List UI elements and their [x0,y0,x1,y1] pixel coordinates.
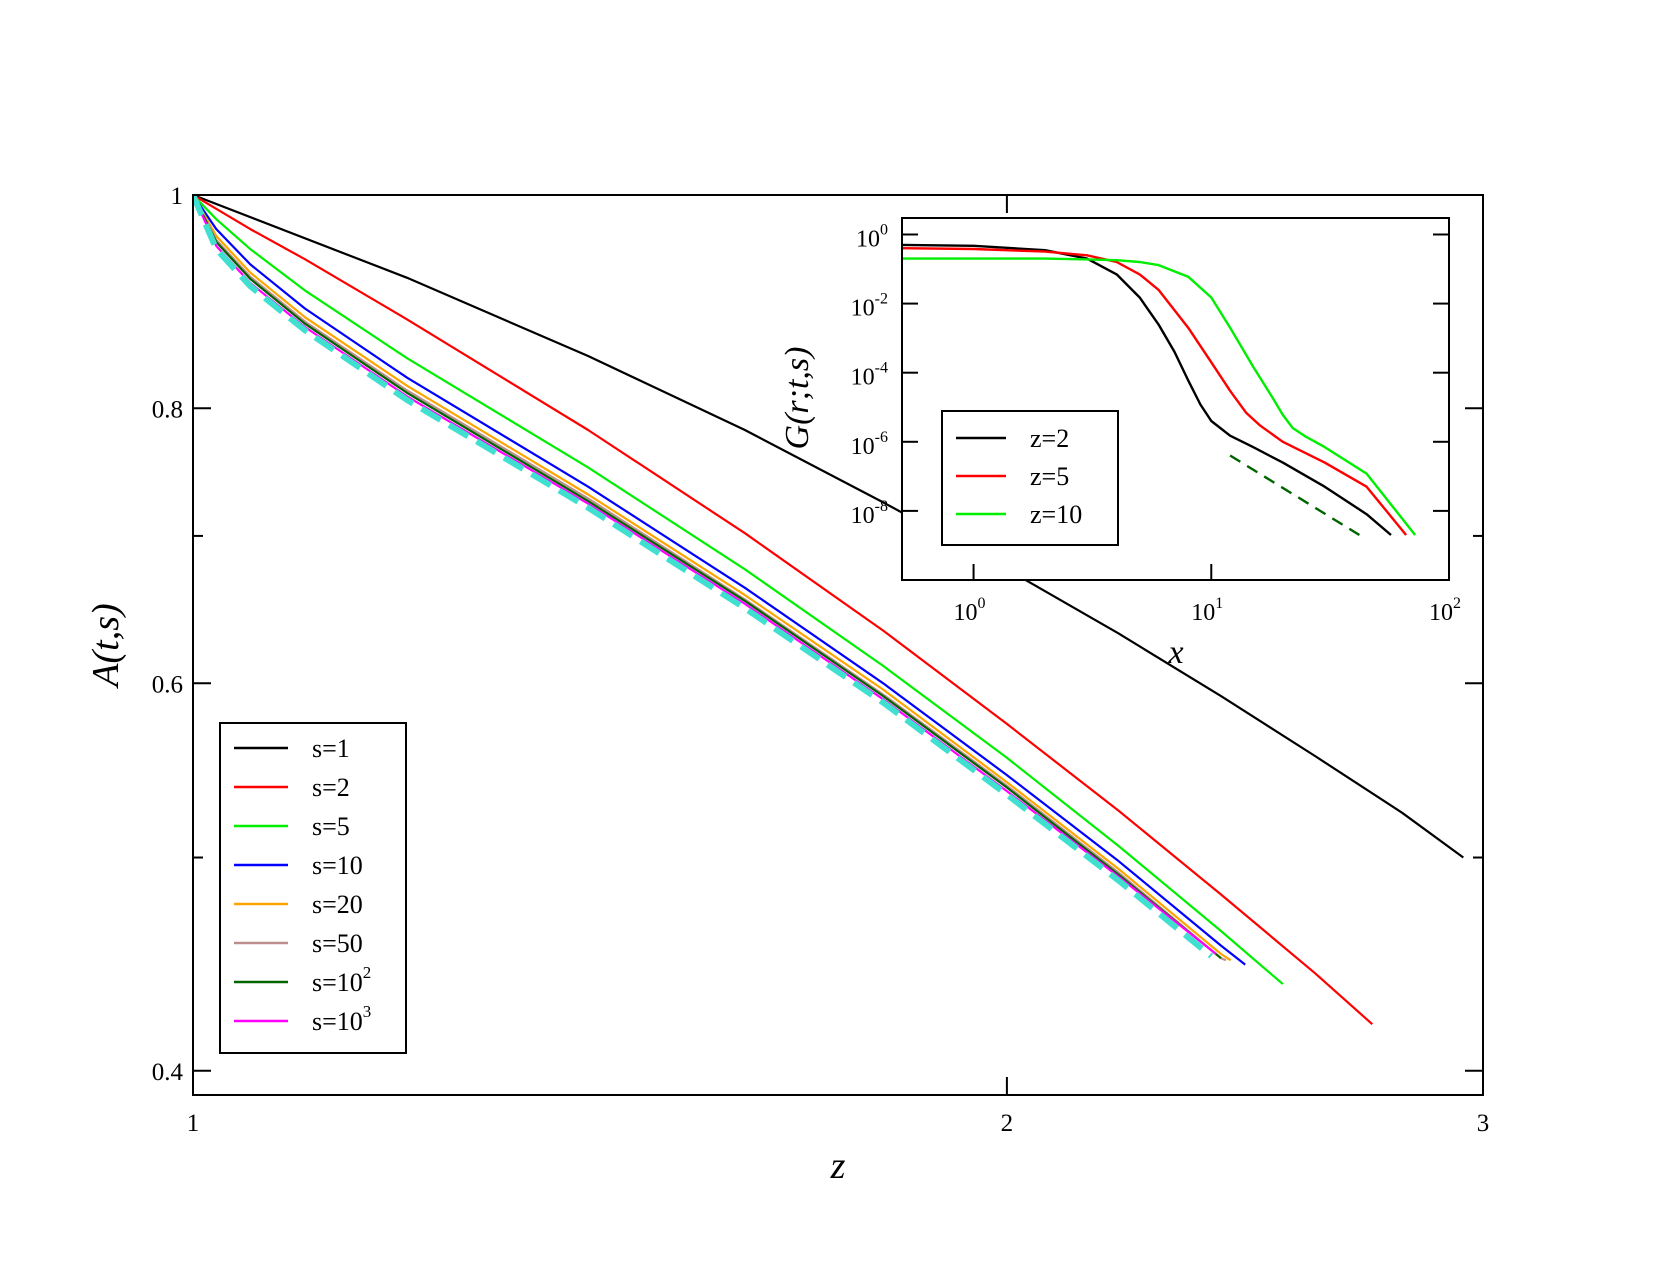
inset-y-tick-label: 10-4 [851,360,888,391]
inset-x-tick-label: 100 [954,595,986,626]
legend-label-s-2: s=2 [312,773,350,802]
inset-y-tick-exponent: -6 [875,429,888,446]
inset-y-tick-label: 10-6 [851,429,888,460]
inset-y-tick-base: 10 [851,296,875,322]
inset-legend-label-z-5: z=5 [1030,462,1069,491]
reference-dashed-line [193,195,1214,959]
series-line-s-10 [193,195,1246,966]
inset-y-tick-base: 10 [851,434,875,460]
series-line-s-20 [193,195,1232,962]
inset-series-line-z-2 [902,243,1392,536]
inset-y-tick-base: 10 [856,226,880,252]
inset-y-tick-label: 100 [856,221,888,252]
series-line-s-10-2 [193,195,1222,960]
inset-legend-label-z-2: z=2 [1030,424,1069,453]
main-y-tick-label: 0.6 [152,671,183,698]
legend-label-s-10-2: s=102 [312,963,371,997]
main-ticks-group: 1 2 3 0.4 0.6 0.8 1 [152,183,1490,1137]
inset-x-axis-title: x [1167,634,1183,671]
main-x-tick-label: 2 [1001,1110,1014,1137]
main-chart: 1 2 3 0.4 0.6 0.8 1 z A(t,s) s=1 s=2 s=5 s=10 s=20… [85,183,1489,1187]
inset-legend-box [941,410,1119,546]
inset-y-tick-label: 10-8 [851,498,888,529]
inset-x-tick-exponent: 1 [1215,595,1223,612]
main-y-axis-title: A(t,s) [85,603,127,689]
inset-y-tick-exponent: 0 [880,221,888,238]
main-legend-box [219,722,407,1054]
legend-label-s-20: s=20 [312,890,363,919]
inset-y-tick-base: 10 [851,503,875,529]
legend-label-s-5: s=5 [312,812,350,841]
inset-plot-frame [901,217,1450,581]
inset-y-tick-exponent: -8 [875,498,888,515]
inset-series-line-z-10 [902,257,1417,536]
series-line-s-5 [193,195,1284,985]
series-line-s-50 [193,195,1227,962]
main-y-tick-label: 1 [171,183,184,210]
main-x-axis-title: z [830,1145,846,1187]
main-legend: s=1 s=2 s=5 s=10 s=20 s=50 s=102 s=103 [219,722,407,1054]
legend-label-superscript: 3 [363,1002,372,1021]
inset-y-tick-base: 10 [851,365,875,391]
inset-y-tick-label: 10-2 [851,291,888,322]
inset-series-line-z-5 [902,247,1408,536]
main-y-tick-label: 0.4 [152,1059,184,1086]
series-line-s-2 [193,195,1374,1026]
inset-legend-label-z-10: z=10 [1030,500,1082,529]
inset-x-tick-exponent: 2 [1453,595,1461,612]
inset-x-tick-exponent: 0 [978,595,986,612]
legend-label-s-1: s=1 [312,734,350,763]
legend-label-s-10: s=10 [312,851,363,880]
inset-y-tick-exponent: -4 [875,360,888,377]
legend-label-superscript: 2 [363,963,372,982]
inset-legend: z=2 z=5 z=10 [941,410,1119,546]
inset-series-group [902,243,1417,537]
legend-label-s-50: s=50 [312,929,363,958]
inset-y-tick-exponent: -2 [875,291,888,308]
main-x-tick-label: 1 [187,1110,200,1137]
inset-y-axis-title: G(r;t,s) [779,347,816,450]
main-y-tick-label: 0.8 [152,396,183,423]
legend-label-s-10-3: s=103 [312,1002,371,1036]
main-series-group [193,195,1464,1026]
main-x-tick-label: 3 [1477,1110,1490,1137]
inset-reference-dashed-line [1229,454,1361,537]
main-plot-frame [192,194,1484,1096]
